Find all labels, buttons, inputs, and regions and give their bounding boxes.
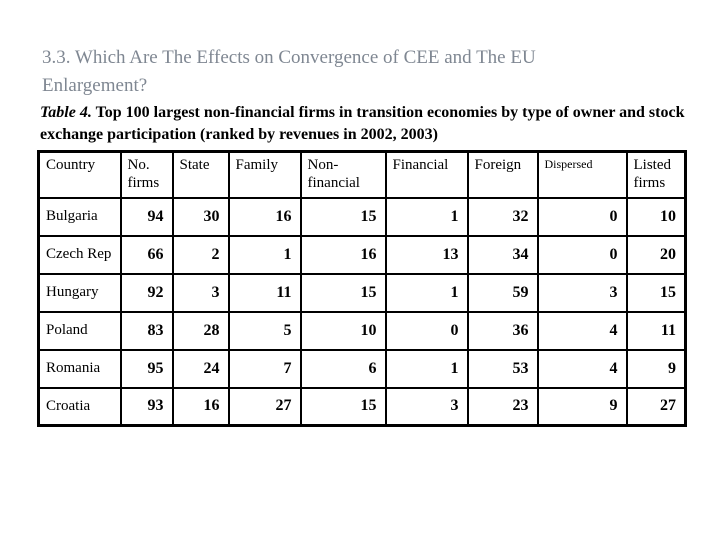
cell: 28 — [171, 310, 230, 351]
cell: 11 — [625, 310, 687, 351]
cell: 3 — [171, 272, 230, 313]
cell: 16 — [171, 386, 230, 427]
cell: 10 — [625, 196, 687, 237]
column-header-no-firms: No. firms — [119, 150, 174, 199]
column-header-family: Family — [227, 150, 302, 199]
cell: 9 — [625, 348, 687, 389]
column-header-non-financial: Non-financial — [299, 150, 387, 199]
cell: 15 — [625, 272, 687, 313]
country-cell: Hungary — [37, 272, 122, 313]
page-title: 3.3. Which Are The Effects on Convergenc… — [42, 47, 536, 96]
cell: 36 — [466, 310, 539, 351]
cell: 15 — [299, 196, 387, 237]
cell: 13 — [384, 234, 469, 275]
cell: 92 — [119, 272, 174, 313]
table-row-croatia: Croatia 93 16 27 15 3 23 9 27 — [37, 386, 687, 427]
country-cell: Romania — [37, 348, 122, 389]
cell: 11 — [227, 272, 302, 313]
cell: 0 — [536, 196, 628, 237]
table-caption-text: Top 100 largest non-financial firms in t… — [40, 104, 685, 143]
cell: 4 — [536, 310, 628, 351]
country-cell: Czech Rep — [37, 234, 122, 275]
header-row: Country No. firms State Family Non-finan… — [37, 150, 687, 199]
cell: 66 — [119, 234, 174, 275]
cell: 10 — [299, 310, 387, 351]
country-cell: Poland — [37, 310, 122, 351]
cell: 83 — [119, 310, 174, 351]
table-row-poland: Poland 83 28 5 10 0 36 4 11 — [37, 310, 687, 351]
column-header-listed-firms: Listed firms — [625, 150, 687, 199]
column-header-financial: Financial — [384, 150, 469, 199]
country-cell: Bulgaria — [37, 196, 122, 237]
table-row-romania: Romania 95 24 7 6 1 53 4 9 — [37, 348, 687, 389]
column-header-state: State — [171, 150, 230, 199]
cell: 94 — [119, 196, 174, 237]
cell: 15 — [299, 386, 387, 427]
cell: 15 — [299, 272, 387, 313]
column-header-country: Country — [37, 150, 122, 199]
cell: 32 — [466, 196, 539, 237]
cell: 27 — [625, 386, 687, 427]
cell: 30 — [171, 196, 230, 237]
cell: 0 — [384, 310, 469, 351]
cell: 2 — [171, 234, 230, 275]
cell: 6 — [299, 348, 387, 389]
cell: 27 — [227, 386, 302, 427]
table-row-hungary: Hungary 92 3 11 15 1 59 3 15 — [37, 272, 687, 313]
table-row-bulgaria: Bulgaria 94 30 16 15 1 32 0 10 — [37, 196, 687, 237]
cell: 95 — [119, 348, 174, 389]
cell: 5 — [227, 310, 302, 351]
cell: 24 — [171, 348, 230, 389]
cell: 1 — [384, 196, 469, 237]
cell: 1 — [384, 348, 469, 389]
cell: 59 — [466, 272, 539, 313]
firms-table: Country No. firms State Family Non-finan… — [37, 150, 687, 427]
cell: 16 — [227, 196, 302, 237]
cell: 3 — [384, 386, 469, 427]
cell: 3 — [536, 272, 628, 313]
cell: 1 — [227, 234, 302, 275]
table-caption: Table 4. Top 100 largest non-financial f… — [40, 102, 688, 146]
cell: 7 — [227, 348, 302, 389]
cell: 9 — [536, 386, 628, 427]
cell: 34 — [466, 234, 539, 275]
country-cell: Croatia — [37, 386, 122, 427]
cell: 4 — [536, 348, 628, 389]
cell: 53 — [466, 348, 539, 389]
cell: 93 — [119, 386, 174, 427]
column-header-dispersed: Dispersed — [536, 150, 628, 199]
table-caption-label: Table 4. — [40, 104, 92, 121]
column-header-foreign: Foreign — [466, 150, 539, 199]
cell: 16 — [299, 234, 387, 275]
table-row-czech-rep: Czech Rep 66 2 1 16 13 34 0 20 — [37, 234, 687, 275]
cell: 1 — [384, 272, 469, 313]
cell: 0 — [536, 234, 628, 275]
cell: 20 — [625, 234, 687, 275]
cell: 23 — [466, 386, 539, 427]
